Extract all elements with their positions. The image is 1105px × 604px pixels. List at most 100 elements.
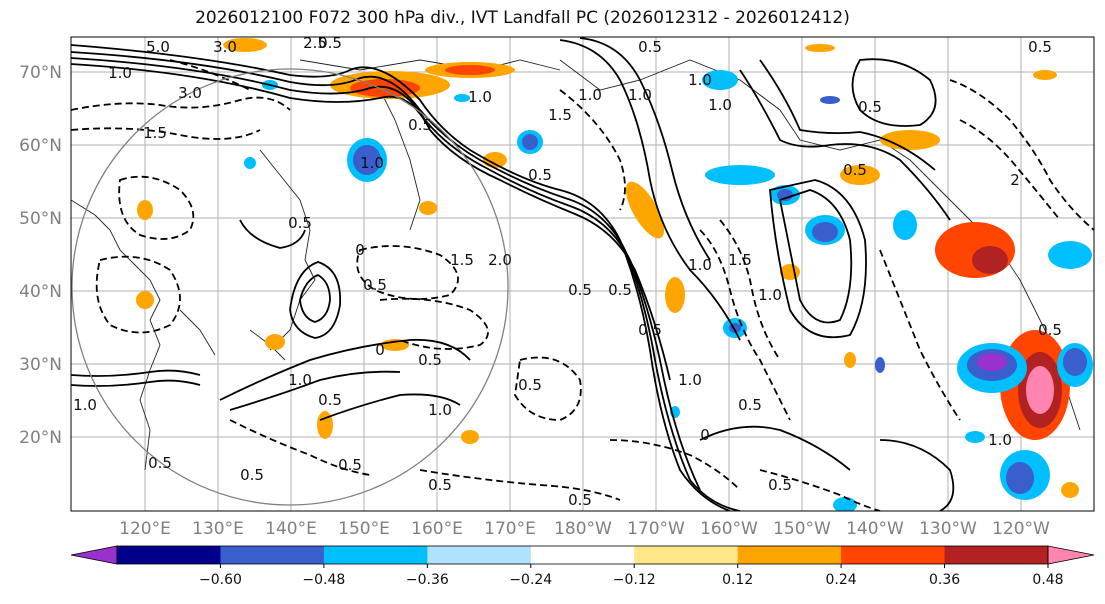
lon-label: 150°E [338,519,390,539]
shade-negative [965,431,985,443]
colorbar-tick-label: −0.12 [613,572,656,588]
shade-positive [1061,482,1079,498]
contour-label: 3.0 [178,84,202,102]
shade-positive [880,130,940,150]
shade-negative [454,94,470,102]
colorbar-bin [944,546,1049,564]
shade-negative [1006,462,1034,494]
contour-label: 0 [375,341,385,359]
lon-label: 130°E [192,519,244,539]
contour-label: 1.0 [468,88,492,106]
contour-label: 1.0 [108,64,132,82]
colorbar-tick-label: −0.60 [199,572,242,588]
contour-label: 0.5 [568,281,592,299]
contour-label: 2.0 [488,251,512,269]
contour-label: 0 [355,241,365,259]
contour-label: 0.5 [638,38,662,56]
shade-positive [805,44,835,52]
shade-positive [317,411,333,439]
shade-negative [1048,241,1092,269]
contour-label: 1.0 [758,286,782,304]
shade-negative [702,70,738,90]
colorbar-bin [427,546,532,564]
colorbar-bin [530,546,635,564]
shade-negative [893,210,917,240]
colorbar-tick-label: −0.36 [406,572,449,588]
colorbar-bin [841,546,946,564]
contour-label: 0 [700,426,710,444]
shade-negative [833,497,857,511]
contour-label: 1.5 [548,106,572,124]
contour-label: 0.5 [363,276,387,294]
contour-label: 1.0 [578,86,602,104]
contour-label-layer: 5.0 3.01.02.50.53.01.51.00.51.00.5 0.51.01… [73,34,1062,509]
shade-positive [419,201,437,215]
contour-label: 0.5 [568,491,592,509]
reference-circle [71,68,509,506]
contour-label: 0.5 [608,281,632,299]
shade-positive [1033,70,1057,80]
shade-negative [353,145,381,175]
contour-label: 1.0 [360,154,384,172]
lon-label: 120°W [992,519,1050,539]
lat-label: 20°N [19,428,62,448]
contour-label: 0.5 [148,454,172,472]
contour-label: 0.5 [1038,321,1062,339]
lon-label: 130°W [919,519,977,539]
shade-positive [137,200,153,220]
shade-positive [625,181,665,239]
shade-negative [812,222,838,242]
shade-positive [665,277,685,313]
contour-label: 0.5 [843,161,867,179]
contour-label: 0.5 [418,351,442,369]
colorbar-tick-label: −0.48 [302,572,345,588]
contour-label: 0.5 [1028,38,1052,56]
shade-negative [705,165,775,185]
colorbar-tick-label: −0.24 [509,572,552,588]
lon-label: 160°W [700,519,758,539]
shade-positive [223,38,267,52]
lat-labels: 70°N 60°N 50°N 40°N 30°N 20°N [19,63,62,448]
lon-label: 160°E [411,519,463,539]
colorbar-tick-label: 0.12 [722,572,753,588]
contour-label: 0.5 [240,466,264,484]
contour-label: 3.0 [213,38,237,56]
lat-label: 70°N [19,63,62,83]
contour-label: 0.5 [858,98,882,116]
graticule [71,37,1094,511]
shade-positive [972,246,1008,274]
shade-negative [1063,348,1087,376]
shade-negative [977,353,1007,371]
lat-label: 40°N [19,282,62,302]
contour-label: 1.0 [988,431,1012,449]
colorbar-bin [323,546,428,564]
shade-negative [777,189,793,201]
lon-label: 120°E [119,519,171,539]
contour-label: 1.0 [288,371,312,389]
contour-label: 0.5 [738,396,762,414]
contour-label: 0.5 [518,376,542,394]
shade-positive [840,165,880,185]
contour-label: 2.5 [303,34,327,52]
shade-negative [875,357,885,373]
colorbar-bin [117,546,221,564]
contour-lines [71,37,955,511]
colorbar-tick-label: 0.24 [826,572,857,588]
shade-positive [445,65,495,75]
lat-label: 60°N [19,136,62,156]
contour-label: 0.5 [428,476,452,494]
lat-label: 50°N [19,209,62,229]
map-frame [70,36,1095,512]
lon-label: 170°E [484,519,536,539]
shade-positive [136,291,154,309]
lon-label: 150°W [773,519,831,539]
lon-label: 180°W [554,519,612,539]
map-title: 2026012100 F072 300 hPa div., IVT Landfa… [195,8,850,28]
shade-positive [1026,366,1054,414]
shade-positive [265,334,285,350]
lon-label: 140°E [265,519,317,539]
colorbar-bin [737,546,842,564]
contour-label: 1.0 [428,401,452,419]
contour-label: 0.5 [638,321,662,339]
